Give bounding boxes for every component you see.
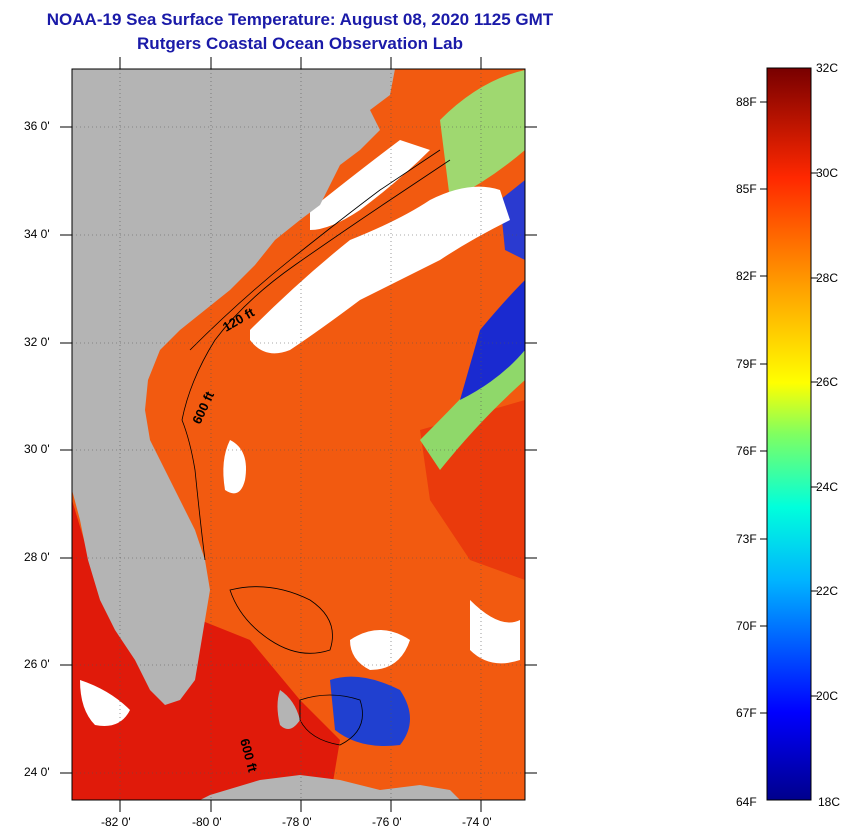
- colorbar-label-70f: 70F: [736, 619, 757, 633]
- lat-label-26: 26 0': [24, 657, 50, 671]
- isobath-600ft: [181, 159, 451, 561]
- cloud-cover-coast: [310, 140, 430, 230]
- colorbar-label-26c: 26C: [816, 375, 839, 389]
- cold-water-patch-1: [330, 676, 410, 746]
- map-ticks: [60, 57, 537, 812]
- cloud-cover-bahamas: [350, 630, 410, 670]
- land-southeast-us: [72, 69, 395, 705]
- land-cuba: [200, 775, 460, 800]
- cloud-cover-gulf: [80, 680, 130, 726]
- colorbar-label-30c: 30C: [816, 166, 839, 180]
- lat-label-34: 34 0': [24, 227, 50, 241]
- map-title: NOAA-19 Sea Surface Temperature: August …: [46, 10, 554, 29]
- colorbar-label-79f: 79F: [736, 357, 757, 371]
- colorbar-label-18c: 18C: [818, 795, 841, 809]
- colorbar-label-76f: 76F: [736, 444, 757, 458]
- colorbar-label-73f: 73F: [736, 532, 757, 546]
- cloud-cover-north: [250, 186, 510, 354]
- lon-label-76: -76 0': [372, 815, 402, 829]
- lon-label-78: -78 0': [282, 815, 312, 829]
- cool-water-north: [440, 70, 525, 200]
- colorbar-label-24c: 24C: [816, 480, 839, 494]
- lat-label-28: 28 0': [24, 550, 50, 564]
- colorbar-ticks: [760, 101, 818, 714]
- lon-label-82: -82 0': [101, 815, 131, 829]
- colorbar: [766, 67, 812, 801]
- map-frame: [71, 68, 526, 801]
- lat-label-32: 32 0': [24, 335, 50, 349]
- hot-water-gulf: [72, 500, 340, 800]
- lat-label-30: 30 0': [24, 442, 50, 456]
- colorbar-label-85f: 85F: [736, 182, 757, 196]
- lat-label-24: 24 0': [24, 765, 50, 779]
- land-andros: [277, 690, 300, 729]
- colorbar-label-20c: 20C: [816, 689, 839, 703]
- cloud-cover-ne: [470, 600, 520, 664]
- isobath-120ft: [189, 149, 441, 351]
- lat-label-36: 36 0': [24, 119, 50, 133]
- cloud-cover-mid: [223, 440, 246, 494]
- map-subtitle: Rutgers Coastal Ocean Observation Lab: [137, 34, 463, 53]
- colorbar-label-22c: 22C: [816, 584, 839, 598]
- colorbar-label-67f: 67F: [736, 706, 757, 720]
- colorbar-label-82f: 82F: [736, 269, 757, 283]
- cold-water-patch-3: [500, 180, 525, 260]
- isobath-bahamas: [229, 586, 363, 746]
- colorbar-label-88f: 88F: [736, 95, 757, 109]
- colorbar-label-32c: 32C: [816, 61, 839, 75]
- lon-label-74: -74 0': [462, 815, 492, 829]
- lon-label-80: -80 0': [192, 815, 222, 829]
- cold-water-patch-2: [460, 280, 525, 400]
- colorbar-label-64f: 64F: [736, 795, 757, 809]
- colorbar-label-28c: 28C: [816, 271, 839, 285]
